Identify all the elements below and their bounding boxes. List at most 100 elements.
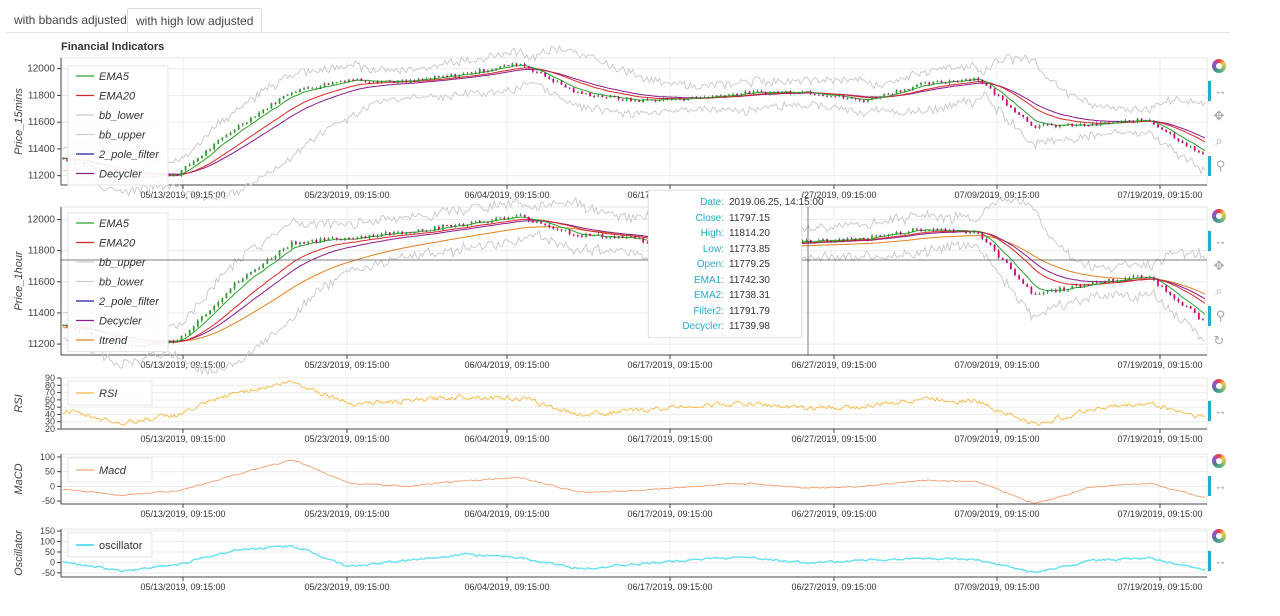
candle-body [568,87,571,89]
candle-body [442,75,444,77]
candle-body [642,238,645,243]
legend-item[interactable]: EMA20 [99,91,136,103]
legend-item[interactable]: bb_upper [99,130,147,142]
series-rsi [62,380,1206,427]
candle-body [1132,275,1135,278]
legend-item[interactable]: EMA5 [99,71,130,83]
candle-body [364,80,367,82]
y-tick-label: -50 [42,496,55,506]
candle-body [985,83,988,86]
candle-body [397,81,399,83]
legend-item[interactable]: EMA20 [99,238,136,250]
candle-body [372,81,375,83]
wheel-zoom-tool-icon[interactable]: ⌕ [1215,133,1223,148]
candle-body [548,224,551,227]
candle-body [801,240,804,243]
legend-item[interactable]: Decycler [99,316,143,328]
pan-tool-icon[interactable]: ✥ [1213,258,1225,273]
candle-body [180,335,183,341]
candle-body [556,228,559,230]
legend-item[interactable]: EMA5 [99,218,130,230]
candle-body [548,76,551,79]
reset-tool-icon[interactable]: ↻ [1213,333,1225,348]
series-decycler [63,220,1206,342]
candle-body [936,229,939,231]
tab-high-low-adjusted[interactable]: with high low adjusted [127,8,263,32]
plot-area[interactable] [60,528,1208,578]
x-pan-tool-icon[interactable]: ↔ [1208,401,1230,421]
candle-body [1005,259,1008,263]
x-pan-tool-icon[interactable]: ↔ [1208,231,1230,251]
candle-body [1083,123,1086,126]
legend-item[interactable]: oscillator [99,540,143,552]
plot-area[interactable] [60,453,1208,505]
candle-body [695,96,698,98]
x-tick-label: 07/19/2019, 09:15:00 [1117,434,1202,444]
x-pan-tool-icon[interactable]: ↔ [1208,551,1230,571]
candle-body [564,84,567,88]
bokeh-logo-icon[interactable] [1208,376,1230,396]
candle-body [965,230,967,234]
legend-item[interactable]: Macd [99,465,127,477]
candle-body [360,236,363,238]
candle-body [736,93,739,96]
candle-body [1140,275,1143,278]
x-tick-label: 05/13/2019, 09:15:00 [140,582,225,592]
legend[interactable]: RSI [67,380,153,406]
x-tick-label: 07/19/2019, 09:15:00 [1117,509,1202,519]
candle-body [924,230,927,232]
x-pan-tool-icon[interactable]: ↔ [1208,81,1230,101]
candle-body [981,233,984,239]
legend-box [67,212,169,352]
bokeh-logo-icon[interactable] [1208,206,1230,226]
legend-item[interactable]: 2_pole_filter [98,296,160,308]
candle-body [1095,281,1098,283]
legend[interactable]: Macd [67,457,153,483]
candle-body [1161,127,1163,130]
candle-body [785,91,788,93]
legend-item[interactable]: Itrend [99,335,128,347]
legend[interactable]: EMA5 EMA20 bb_lower bb_upper 2_pole_filter De… [67,65,169,186]
legend-item[interactable]: 2_pole_filter [98,149,160,161]
x-tick-label: 05/23/2019, 09:15:00 [304,360,389,370]
bokeh-logo-icon[interactable] [1208,56,1230,76]
candle-body [879,235,882,237]
legend-item[interactable]: RSI [99,388,117,400]
pan-tool-icon[interactable]: ✥ [1213,108,1225,123]
hover-tool-icon[interactable]: ⚲ [1208,156,1230,176]
candle-body [654,99,657,102]
candle-body [482,69,485,72]
candle-body [969,79,971,81]
candle-body [907,232,910,234]
plot-area[interactable] [60,57,1208,186]
candle-body [572,234,575,236]
candle-body [1173,294,1176,299]
candle-body [911,228,914,233]
candle-body [1018,275,1020,280]
candle-body [401,80,404,82]
candle-body [233,129,236,133]
legend[interactable]: oscillator [67,532,153,558]
candle-body [768,91,771,95]
legend-item[interactable]: bb_upper [99,257,147,269]
legend-item[interactable]: Decycler [99,169,143,181]
candle-body [1067,123,1070,126]
plot-area[interactable] [60,377,1208,430]
tab-bbands-adjusted[interactable]: with bbands adjusted [14,13,127,27]
hover-tool-icon[interactable]: ⚲ [1208,306,1230,326]
candle-body [401,231,404,235]
candle-body [711,95,714,98]
legend-item[interactable]: bb_lower [99,110,145,122]
candle-body [1050,124,1053,126]
wheel-zoom-tool-icon[interactable]: ⌕ [1215,283,1223,298]
plot-area[interactable] [60,206,1208,356]
legend[interactable]: EMA5 EMA20 bb_upper bb_lower 2_pole_filter De… [67,212,169,352]
candle-body [527,66,530,69]
y-axis-label: Price_1hour [13,250,25,311]
legend-item[interactable]: bb_lower [99,277,145,289]
candle-body [323,83,326,87]
bokeh-logo-icon[interactable] [1208,451,1230,471]
bokeh-logo-icon[interactable] [1208,526,1230,546]
x-pan-tool-icon[interactable]: ↔ [1208,476,1230,496]
